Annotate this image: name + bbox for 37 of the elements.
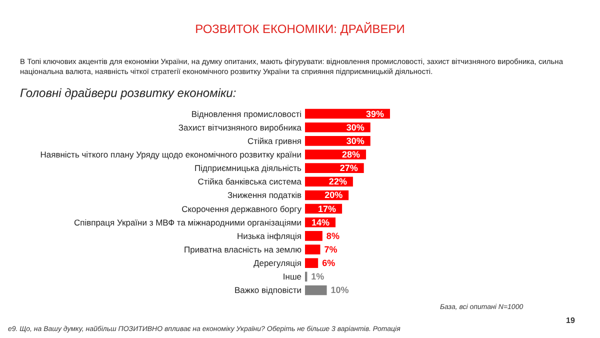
text: Головні драйвери розвитку економіки: xyxy=(20,86,236,100)
data-label: 6% xyxy=(322,258,336,268)
y-tick-label: Захист вітчизняного виробника xyxy=(178,122,302,132)
y-tick-label: Стійка гривня xyxy=(247,136,302,146)
y-tick-label: Скорочення державного боргу xyxy=(182,204,302,214)
y-tick-label: Низька інфляція xyxy=(236,230,302,241)
y-tick-label: Інше xyxy=(282,272,302,282)
bar xyxy=(305,258,318,268)
data-label: 17% xyxy=(318,204,336,214)
y-tick-label: Стійка банківська система xyxy=(198,176,302,187)
data-label: 28% xyxy=(342,150,360,160)
y-tick-label: Відновлення промисловості xyxy=(191,108,302,119)
y-tick-label: Приватна власність на землю xyxy=(184,244,302,254)
data-label: 39% xyxy=(366,108,384,119)
chart-title: РОЗВИТОК ЕКОНОМІКИ: ДРАЙВЕРИ xyxy=(194,22,406,36)
data-label: 1% xyxy=(311,272,324,282)
data-label: 30% xyxy=(346,136,364,146)
y-tick-label: Наявність чіткого плану Уряду щодо економічного розвитку країни xyxy=(40,150,302,160)
bar xyxy=(305,231,322,241)
data-label: 20% xyxy=(324,190,343,200)
bar xyxy=(305,285,327,296)
data-label: 7% xyxy=(324,244,338,254)
y-tick-label: Співпраця України з МВФ та міжнародними організаціями xyxy=(74,217,302,228)
y-tick-label: Важко відповісти xyxy=(234,285,302,296)
data-label: 22% xyxy=(328,176,347,187)
bar xyxy=(305,163,364,173)
data-label: 27% xyxy=(340,163,358,174)
bar xyxy=(305,136,370,146)
y-tick-label: Дерегуляція xyxy=(253,258,302,268)
y-tick-label: Зниження податків xyxy=(227,190,302,200)
data-label: 30% xyxy=(346,122,364,132)
data-label: 14% xyxy=(311,217,330,228)
data-label: 8% xyxy=(326,230,340,241)
bar xyxy=(305,244,320,254)
text: 19 xyxy=(566,316,575,325)
y-tick-label: Підприємницька діяльність xyxy=(194,163,302,174)
data-label: 10% xyxy=(330,285,349,296)
